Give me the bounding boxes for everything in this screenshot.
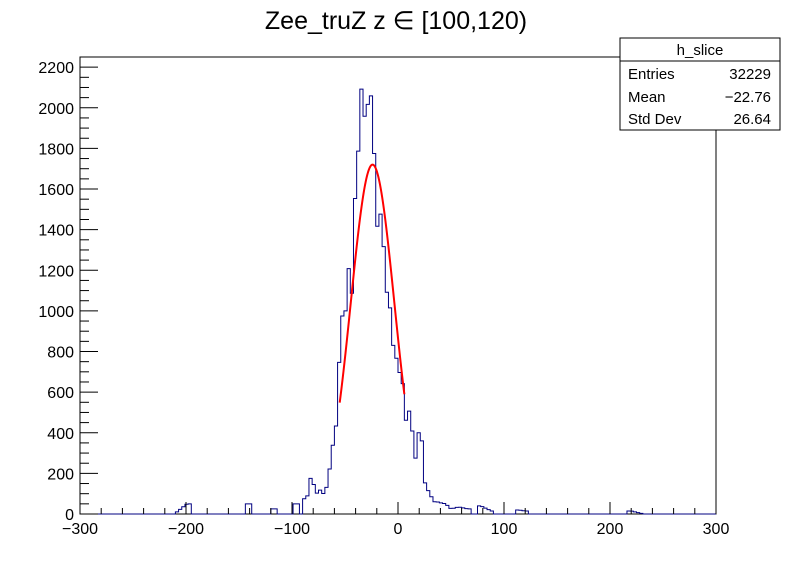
gaussian-fit-curve [338,163,406,403]
stats-box-name: h_slice [677,42,724,59]
stats-entries-label: Entries [628,66,675,83]
stats-box-frame [619,37,781,131]
x-tick-label: −100 [274,521,310,538]
stats-stddev-label: Std Dev [628,111,682,128]
y-tick-label: 1400 [38,223,74,240]
x-tick-label: −200 [168,521,204,538]
y-tick-label: 1800 [38,141,74,158]
y-tick-label: 200 [47,466,74,483]
histogram-bars [80,88,716,515]
y-tick-label: 400 [47,426,74,443]
stats-box: h_slice Entries 32229 Mean −22.76 Std De… [619,37,781,131]
stats-mean-label: Mean [628,89,666,106]
stats-stddev-value: 26.64 [733,111,771,128]
x-tick-label: 0 [394,521,403,538]
y-tick-label: 1200 [38,263,74,280]
y-tick-label: 600 [47,385,74,402]
y-tick-label: 0 [65,507,74,524]
x-tick-label: 200 [597,521,624,538]
y-tick-label: 2200 [38,60,74,77]
x-tick-label: 300 [703,521,730,538]
y-tick-label: 1600 [38,182,74,199]
y-tick-label: 1000 [38,304,74,321]
axes: −300 −200 −100 0 100 200 300 0 200 400 600 800 1000 1… [38,56,730,538]
y-tick-label: 800 [47,345,74,362]
chart-title: Zee_truZ z ∈ [100,120) [265,7,527,35]
stats-mean-value: −22.76 [725,89,771,106]
y-tick-label: 2000 [38,101,74,118]
x-tick-label: −300 [62,521,98,538]
stats-entries-value: 32229 [729,66,771,83]
histogram-outline [80,88,716,515]
x-tick-label: 100 [491,521,518,538]
